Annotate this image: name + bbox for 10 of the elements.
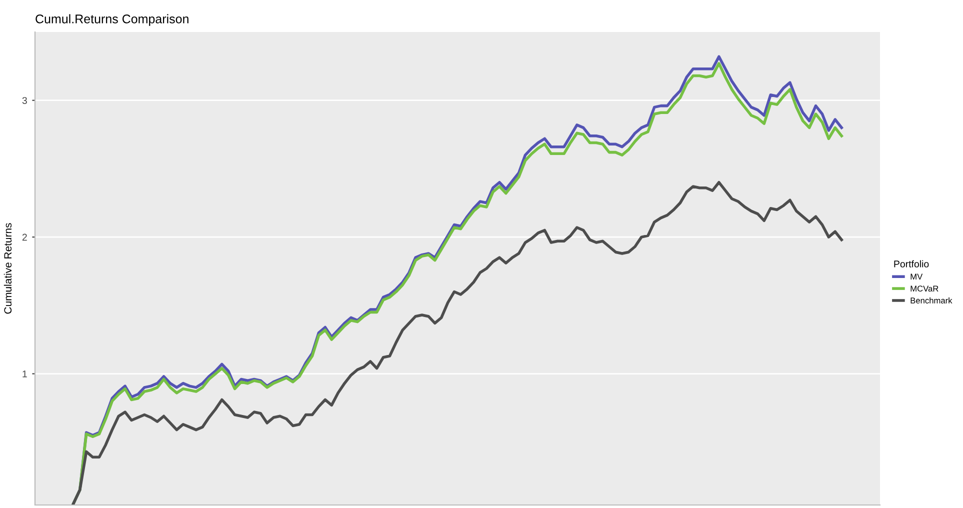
y-tick-label: 3 [22, 97, 27, 104]
line-series [72, 180, 843, 505]
y-tick-label: 1 [22, 370, 27, 378]
legend-label: MV [910, 274, 923, 280]
legend-label: Benchmark [910, 297, 952, 304]
legend-title: Portfolio [894, 260, 929, 268]
y-tick-label: 2 [22, 234, 27, 241]
y-axis-title: Cumulative Returns [4, 223, 12, 314]
chart-title: Cumul.Returns Comparison [36, 14, 188, 26]
legend-label: MCVaR [910, 286, 938, 292]
